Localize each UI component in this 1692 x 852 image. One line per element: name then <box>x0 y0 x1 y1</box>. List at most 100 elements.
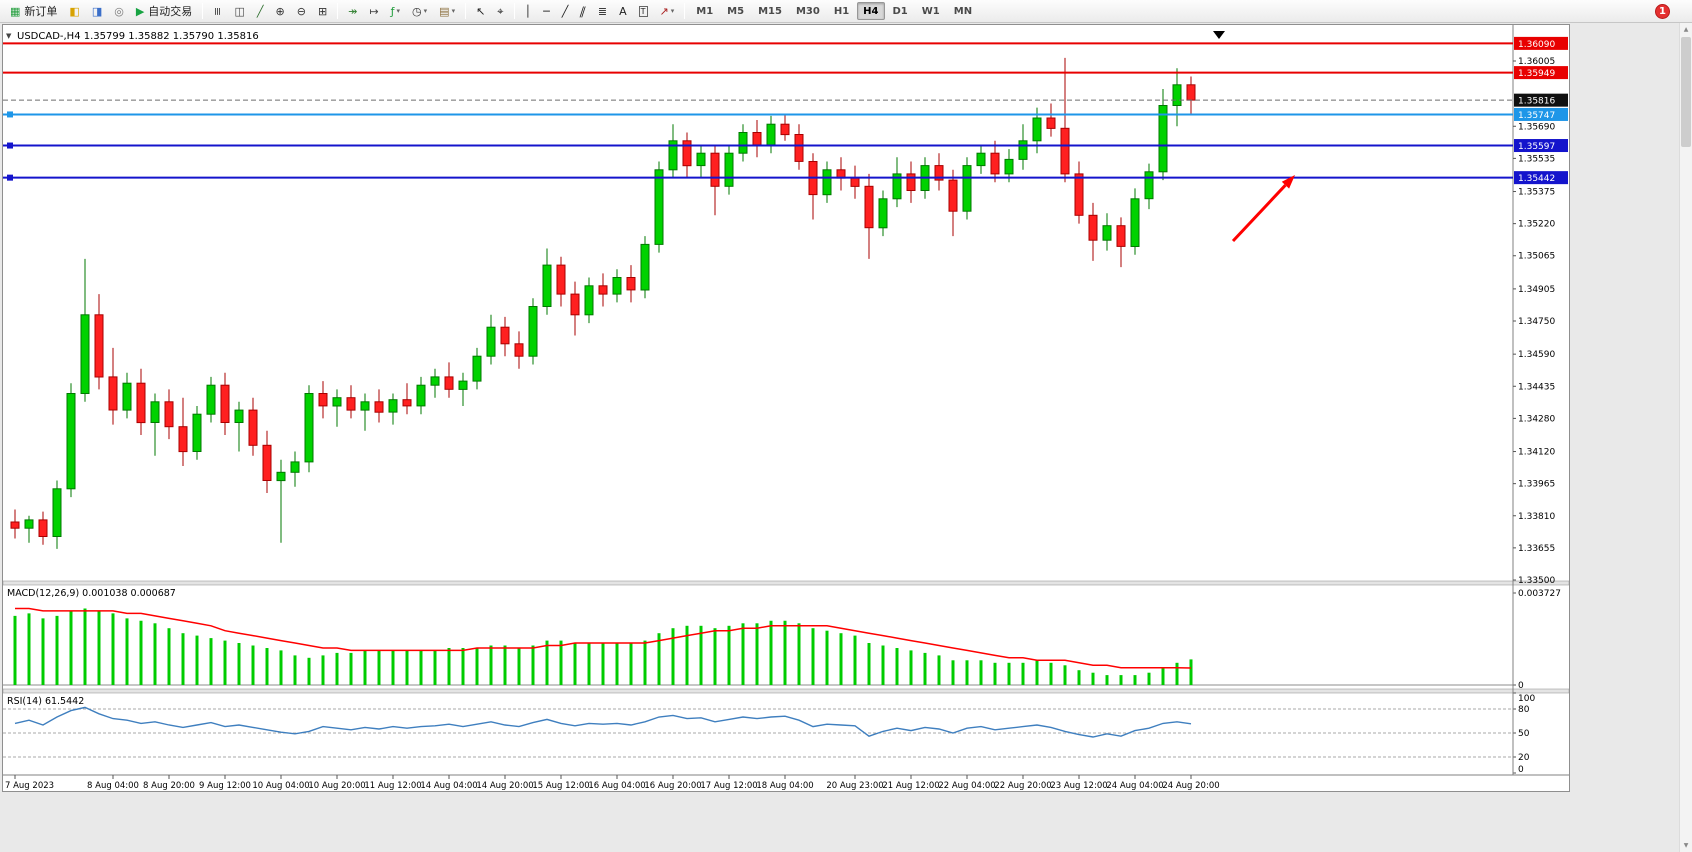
chart-shift-marker[interactable] <box>1213 31 1225 39</box>
candle-body <box>486 326 496 357</box>
chart-menu-icon[interactable]: ▼ <box>6 32 12 40</box>
price-axis-label: 1.35375 <box>1518 188 1555 198</box>
cursor-tool-button[interactable]: ↖ <box>471 2 490 20</box>
notification-badge[interactable]: 1 <box>1655 4 1670 19</box>
candle <box>332 389 342 427</box>
support-line-blue-2-handle[interactable] <box>7 174 13 181</box>
chart-canvas[interactable]: MACD(12,26,9) 0.001038 0.000687 0.003727 0… <box>3 25 1569 791</box>
timeframe-d1-label: D1 <box>892 5 908 17</box>
time-axis-label: 17 Aug 12:00 <box>700 781 757 791</box>
time-axis-label: 14 Aug 04:00 <box>420 781 477 791</box>
text-label-tool[interactable]: T <box>634 2 653 20</box>
text-tool[interactable]: A <box>614 2 632 20</box>
candle <box>402 383 412 415</box>
price-axis-label: 1.34750 <box>1518 317 1555 327</box>
fibonacci-tool[interactable]: ≣ <box>593 2 612 20</box>
candle-body <box>1158 105 1168 173</box>
candle <box>584 277 594 324</box>
toolbar-items: ▦ 新订单 ◧ ◨ ◎ ▶ 自动交易 ≡ ◫ ╱ ⊕ ⊖ ⊞ ↠ ↦ ƒ ▾ ◷ ▾ ▤ ▾ ↖ ⌖ │ ─ ╱ ∥ ≣ A T ↗ ▾ M1 M… <box>4 0 979 22</box>
toolbar-separator <box>513 3 515 19</box>
timeframe-mn-label: MN <box>953 5 973 17</box>
candle <box>542 248 552 315</box>
annotation-arrow[interactable] <box>1231 175 1295 243</box>
resistance-line-upper-badge-text: 1.36090 <box>1518 40 1555 50</box>
candle-body <box>122 382 132 411</box>
new-order-button[interactable]: ▦ 新订单 <box>5 2 62 20</box>
resistance-line-upper-badge: 1.36090 <box>1514 36 1568 50</box>
candle <box>388 393 398 425</box>
candle-body <box>1018 140 1028 160</box>
timeframe-h4[interactable]: H4 <box>857 2 885 20</box>
data-window-button[interactable]: ◨ <box>87 2 107 20</box>
candle <box>136 368 146 435</box>
candle <box>654 161 664 253</box>
panel-splitter-rsi[interactable] <box>3 688 1569 694</box>
candlestick-chart-button[interactable]: ◫ <box>230 2 250 20</box>
candle-body <box>472 355 482 382</box>
panel-splitter-macd[interactable] <box>3 580 1569 586</box>
autotrading-button[interactable]: ▶ 自动交易 <box>131 2 197 20</box>
shapes-tool-caret-icon: ▾ <box>670 7 675 15</box>
candle <box>290 451 300 487</box>
timeframe-d1[interactable]: D1 <box>887 2 914 20</box>
shapes-tool-icon: ↗ <box>659 4 669 18</box>
rsi-axis-label: 100 <box>1518 694 1535 704</box>
shapes-tool[interactable]: ↗ ▾ <box>655 2 680 20</box>
bar-chart-button-icon: ≡ <box>211 6 225 16</box>
zoom-in-button[interactable]: ⊕ <box>271 2 290 20</box>
tile-windows-button[interactable]: ⊞ <box>313 2 332 20</box>
channel-tool[interactable]: ∥ <box>575 2 591 20</box>
candle-body <box>1186 84 1196 101</box>
timeframe-w1[interactable]: W1 <box>916 2 946 20</box>
timeframe-h1[interactable]: H1 <box>828 2 855 20</box>
timeframe-w1-label: W1 <box>921 5 940 17</box>
timeframe-mn[interactable]: MN <box>948 2 978 20</box>
crosshair-tool-button[interactable]: ⌖ <box>492 2 508 20</box>
indicators-button[interactable]: ƒ ▾ <box>386 2 405 20</box>
auto-scroll-button[interactable]: ↠ <box>343 2 362 20</box>
periods-button[interactable]: ◷ ▾ <box>407 2 432 20</box>
templates-button[interactable]: ▤ ▾ <box>434 2 460 20</box>
time-axis-label: 18 Aug 04:00 <box>756 781 813 791</box>
timeframe-m5[interactable]: M5 <box>721 2 750 20</box>
vertical-scrollbar[interactable]: ▲ ▼ <box>1679 23 1692 852</box>
candle <box>598 273 608 307</box>
timeframe-m1[interactable]: M1 <box>690 2 719 20</box>
fibonacci-tool-icon: ≣ <box>597 4 608 18</box>
vertical-line-tool[interactable]: │ <box>520 2 537 20</box>
metaeditor-button[interactable]: ◧ <box>64 2 84 20</box>
candle <box>234 401 244 452</box>
bar-chart-button[interactable]: ≡ <box>208 2 227 20</box>
timeframe-m15[interactable]: M15 <box>752 2 788 20</box>
support-line-blue-1-handle[interactable] <box>7 142 13 149</box>
scrollbar-down-icon[interactable]: ▼ <box>1683 842 1689 849</box>
alerts-button[interactable]: ◎ <box>109 2 129 20</box>
timeframe-m30-label: M30 <box>795 5 820 17</box>
candle-body <box>24 519 34 529</box>
candle <box>1144 163 1154 210</box>
trendline-tool[interactable]: ╱ <box>557 2 574 20</box>
timeframe-h1-label: H1 <box>833 5 850 17</box>
time-axis-label: 7 Aug 2023 <box>5 781 54 791</box>
scrollbar-thumb[interactable] <box>1681 37 1691 147</box>
line-chart-button[interactable]: ╱ <box>252 2 269 20</box>
rsi-label: RSI(14) 61.5442 <box>7 696 84 707</box>
candle-body <box>542 264 552 308</box>
candle <box>66 383 76 498</box>
candle-body <box>1144 171 1154 200</box>
horizontal-line-tool[interactable]: ─ <box>538 2 555 20</box>
support-line-lightblue-handle[interactable] <box>7 111 13 118</box>
candle-body <box>906 173 916 191</box>
price-axis-label: 1.35690 <box>1518 122 1555 132</box>
scrollbar-up-icon[interactable]: ▲ <box>1683 26 1689 33</box>
zoom-out-button[interactable]: ⊖ <box>292 2 311 20</box>
candle <box>304 385 314 473</box>
support-line-blue-2-badge: 1.35442 <box>1514 171 1568 185</box>
timeframe-m30[interactable]: M30 <box>790 2 826 20</box>
price-axis-label: 1.34280 <box>1518 414 1555 424</box>
candle <box>682 132 692 179</box>
chart-shift-button[interactable]: ↦ <box>364 2 383 20</box>
price-axis-label: 1.35065 <box>1518 252 1555 262</box>
candle-body <box>724 152 734 187</box>
resistance-line-upper-badge-bg <box>1514 36 1568 50</box>
